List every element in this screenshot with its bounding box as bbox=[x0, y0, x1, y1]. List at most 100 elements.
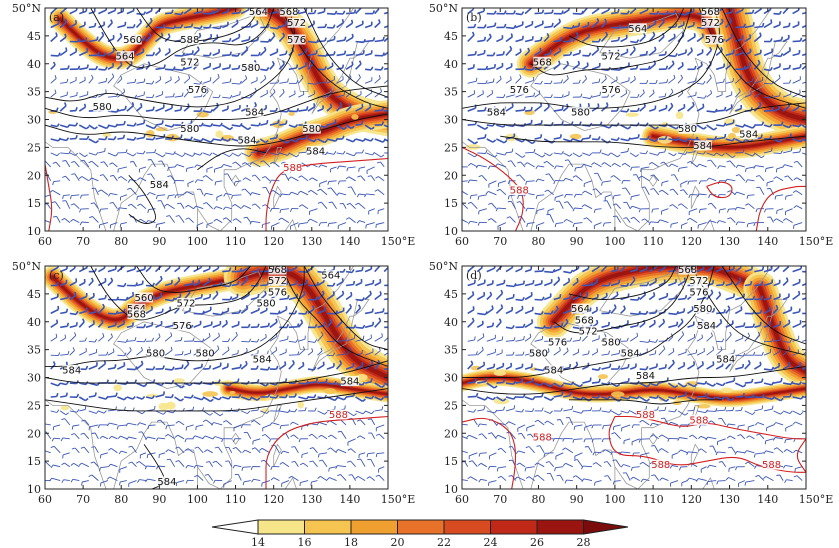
wind-barb-feather bbox=[155, 224, 157, 229]
wind-barb bbox=[486, 351, 496, 356]
wind-barb-feather bbox=[315, 81, 318, 85]
height-contour bbox=[45, 8, 296, 108]
wind-barb bbox=[687, 94, 696, 98]
wind-barb bbox=[337, 465, 347, 468]
wind-barb-feather bbox=[378, 317, 382, 322]
wind-barb bbox=[59, 21, 68, 29]
wind-barb bbox=[610, 396, 620, 402]
wind-barb bbox=[754, 152, 762, 159]
wind-barb-feather bbox=[70, 479, 74, 483]
wind-barb-feather bbox=[284, 394, 288, 398]
wind-barb-feather bbox=[149, 17, 153, 22]
wind-barb bbox=[735, 395, 744, 398]
wind-barb bbox=[572, 152, 580, 158]
wind-barb bbox=[687, 309, 694, 315]
wind-barb bbox=[706, 49, 712, 56]
wind-barb-feather bbox=[617, 36, 621, 41]
coastline bbox=[690, 443, 700, 467]
wind-barb bbox=[345, 365, 354, 370]
wind-barb-feather bbox=[235, 331, 238, 336]
wind-barb-feather bbox=[287, 78, 289, 82]
wind-barb-feather bbox=[143, 119, 146, 124]
wind-barb-feather bbox=[730, 397, 735, 402]
wind-barb-feather bbox=[491, 90, 494, 94]
wind-barb-feather bbox=[146, 454, 149, 459]
wind-barb-feather bbox=[232, 161, 236, 164]
wind-barb-feather bbox=[638, 175, 642, 179]
wind-barb-feather bbox=[521, 296, 525, 301]
wind-barb bbox=[553, 382, 562, 388]
wind-barb-feather bbox=[531, 140, 536, 145]
wind-barb-feather bbox=[491, 305, 494, 310]
wind-barb-feather bbox=[185, 217, 189, 220]
wind-barb bbox=[801, 297, 806, 301]
wind-barb bbox=[775, 437, 784, 440]
wind-barb bbox=[164, 298, 173, 302]
wind-barb-feather bbox=[707, 159, 711, 162]
wind-barb bbox=[696, 26, 705, 30]
wind-barb-feather bbox=[100, 161, 105, 164]
wind-barb-feather bbox=[221, 438, 224, 443]
wind-barb bbox=[477, 282, 485, 287]
wind-barb bbox=[254, 203, 261, 210]
wind-barb-feather bbox=[337, 430, 342, 433]
wind-barb-feather bbox=[551, 22, 554, 27]
wind-barb-feather bbox=[146, 192, 150, 196]
contour-label-bg bbox=[705, 34, 724, 45]
contour-label: 580 bbox=[256, 299, 275, 310]
wind-barb bbox=[519, 201, 526, 209]
x-tick-label: 130 bbox=[301, 493, 322, 506]
wind-barb bbox=[658, 348, 666, 356]
wind-barb-feather bbox=[159, 275, 163, 280]
wind-barb-feather bbox=[551, 9, 554, 14]
wind-barb-feather bbox=[325, 151, 328, 155]
wind-barb bbox=[677, 52, 687, 57]
wind-barb bbox=[120, 435, 128, 440]
wind-barb bbox=[649, 152, 658, 156]
wind-barb-feather bbox=[746, 435, 750, 439]
wind-barb bbox=[64, 418, 71, 426]
wind-barb bbox=[773, 152, 781, 155]
wind-barb-feather bbox=[727, 209, 730, 213]
wind-barb-feather bbox=[295, 280, 298, 285]
wind-barb bbox=[290, 222, 299, 227]
wind-barb bbox=[370, 175, 376, 182]
wind-barb bbox=[212, 293, 219, 301]
wind-barb bbox=[136, 382, 145, 388]
wind-barb bbox=[50, 336, 58, 342]
wind-barb bbox=[250, 151, 258, 154]
wind-barb-feather bbox=[166, 215, 170, 217]
wind-barb bbox=[155, 152, 163, 158]
wind-barb-feather bbox=[572, 175, 577, 178]
wind-barb-feather bbox=[284, 361, 287, 365]
wind-barb-feather bbox=[361, 297, 365, 302]
wind-barb bbox=[259, 138, 266, 144]
wind-barb bbox=[307, 340, 315, 343]
contour-label-bg bbox=[245, 106, 264, 117]
wind-barb-feather bbox=[88, 160, 92, 164]
wind-barb bbox=[193, 82, 201, 85]
wind-barb bbox=[188, 204, 194, 210]
wind-barb bbox=[687, 138, 696, 141]
wind-barb-feather bbox=[191, 153, 196, 157]
wind-barb bbox=[205, 435, 213, 440]
wind-barb-feather bbox=[472, 8, 475, 10]
wind-barb bbox=[278, 63, 285, 70]
wind-barb bbox=[568, 159, 574, 168]
wind-barb bbox=[221, 310, 229, 315]
wind-barb-feather bbox=[213, 480, 216, 484]
wind-barb bbox=[707, 480, 717, 483]
wind-barb bbox=[63, 194, 70, 197]
wind-barb-feather bbox=[172, 66, 176, 71]
wind-barb bbox=[610, 11, 619, 15]
wind-barb-feather bbox=[584, 75, 588, 79]
wind-barb-feather bbox=[715, 408, 718, 412]
wind-barb-feather bbox=[524, 467, 527, 472]
wind-barb bbox=[782, 322, 791, 328]
wind-barb bbox=[52, 190, 61, 196]
wind-speed-shading bbox=[226, 383, 388, 396]
wind-barb-feather bbox=[666, 79, 669, 83]
wind-barb bbox=[496, 53, 504, 57]
contour-label-bg bbox=[62, 364, 81, 375]
wind-barb bbox=[706, 396, 714, 401]
